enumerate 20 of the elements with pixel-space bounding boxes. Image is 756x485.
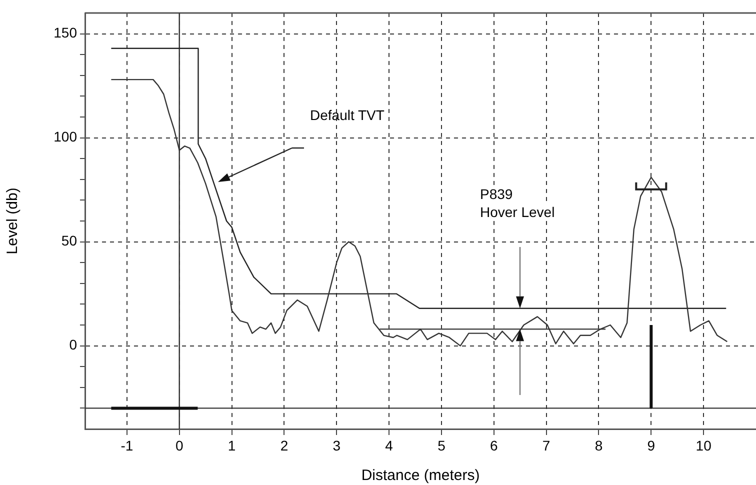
annotation: Default TVT: [310, 106, 385, 123]
y-tick-label: 50: [61, 232, 78, 249]
x-tick-label: 4: [385, 437, 394, 454]
x-tick-label: 3: [332, 437, 341, 454]
x-tick-label: -1: [120, 437, 134, 454]
y-tick-label: 150: [54, 24, 78, 41]
x-axis-title: Distance (meters): [361, 467, 480, 484]
x-tick-label: 9: [647, 437, 656, 454]
x-tick-label: 5: [438, 437, 446, 454]
x-tick-label: 6: [490, 437, 498, 454]
x-tick-label: 8: [594, 437, 603, 454]
x-tick-label: 2: [280, 437, 288, 454]
y-tick-label: 0: [69, 336, 78, 353]
x-tick-label: 7: [542, 437, 550, 454]
x-tick-label: 10: [696, 437, 712, 454]
annotation: P839 Hover Level: [480, 186, 555, 220]
y-axis-title: Level (db): [4, 188, 22, 254]
x-tick-label: 1: [228, 437, 236, 454]
x-tick-label: 0: [175, 437, 184, 454]
y-tick-label: 100: [54, 128, 78, 145]
